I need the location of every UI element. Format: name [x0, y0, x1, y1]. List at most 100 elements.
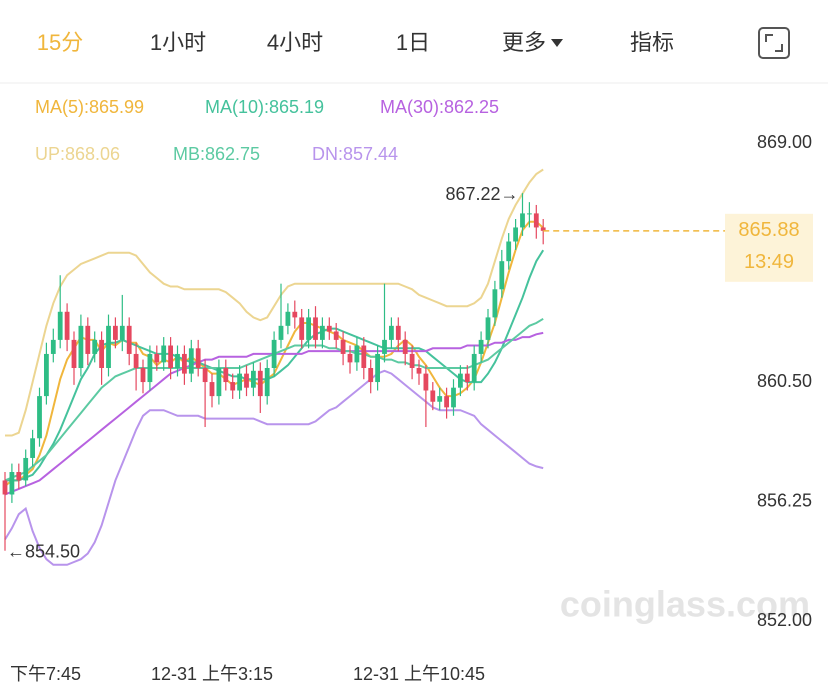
- candle-body: [320, 325, 325, 340]
- candle-body: [264, 368, 270, 397]
- candle-body: [437, 396, 443, 402]
- candle-body: [140, 368, 146, 383]
- candle-body: [492, 289, 498, 318]
- candle-body: [126, 325, 132, 354]
- candle-body: [44, 353, 49, 397]
- candle-body: [78, 325, 84, 368]
- candle-body: [216, 368, 222, 397]
- candle-body: [37, 396, 42, 439]
- dropdown-arrow: [551, 39, 563, 47]
- candle-body: [499, 261, 505, 290]
- candle-body: [520, 213, 525, 228]
- candle-body: [23, 457, 29, 481]
- candle-body: [92, 339, 98, 354]
- candle-body: [313, 317, 318, 340]
- fullscreen-icon[interactable]: [758, 27, 790, 59]
- candle-body: [464, 373, 470, 383]
- candle-body: [257, 370, 263, 397]
- candle-body: [347, 353, 353, 363]
- icon-arrows: [765, 34, 783, 52]
- candle-body: [168, 345, 173, 368]
- x-tick-label: 12-31 上午3:15: [151, 664, 273, 684]
- tab[interactable]: 1日: [396, 30, 430, 55]
- candle-body: [119, 325, 125, 340]
- candle-body: [251, 370, 256, 388]
- y-tick-label: 860.50: [757, 371, 812, 391]
- candle-body: [540, 227, 546, 231]
- candle-body: [50, 339, 56, 354]
- min-annotation: ←854.50: [7, 541, 80, 561]
- max-annotation: 867.22→: [445, 184, 518, 204]
- candle-body: [513, 227, 518, 242]
- tab[interactable]: 15分: [37, 30, 83, 55]
- candle-body: [389, 325, 394, 340]
- candle-body: [106, 325, 111, 368]
- candle-body: [195, 348, 201, 368]
- legend-entry: DN:857.44: [312, 144, 398, 164]
- price-tag: [725, 213, 813, 282]
- last-price-label: 865.88: [738, 219, 799, 241]
- candle-body: [71, 339, 77, 368]
- candle-body: [278, 325, 284, 340]
- candle-body: [209, 382, 215, 397]
- candle-body: [182, 353, 187, 374]
- candle-body: [416, 368, 422, 374]
- candle-body: [340, 339, 346, 354]
- tab[interactable]: 指标: [630, 30, 674, 55]
- candle-body: [271, 339, 277, 368]
- candle-body: [299, 317, 305, 340]
- candle-body: [361, 345, 367, 368]
- candle-body: [113, 325, 118, 340]
- x-tick-label: 12-31 上午10:45: [353, 664, 485, 684]
- candle-body: [533, 213, 539, 228]
- y-tick-label: 852.00: [757, 610, 812, 630]
- candle-body: [202, 368, 208, 383]
- y-tick-label: 869.00: [757, 132, 812, 152]
- candle-body: [368, 368, 374, 383]
- candle-body: [161, 345, 167, 363]
- candle-body: [133, 353, 139, 368]
- tab[interactable]: 4小时: [267, 30, 323, 55]
- candle-body: [188, 348, 194, 374]
- candle-body: [395, 325, 401, 340]
- candle-body: [16, 472, 22, 481]
- tab-bar: 15分 1小时 4小时 1日 更多 指标: [37, 30, 674, 55]
- candle-body: [244, 373, 249, 388]
- x-tick-label: 下午7:45: [10, 664, 81, 684]
- candle-body: [444, 396, 449, 408]
- candle-body: [354, 345, 360, 363]
- candle-body: [30, 438, 35, 458]
- candle-body: [375, 353, 380, 383]
- tab[interactable]: 1小时: [150, 30, 206, 55]
- candle-body: [402, 339, 408, 354]
- watermark: coinglass.com: [560, 584, 810, 625]
- candle-body: [285, 311, 291, 326]
- candle-body: [64, 311, 70, 340]
- candle-body: [292, 311, 298, 318]
- y-tick-label: 856.25: [757, 490, 812, 510]
- candle-body: [382, 339, 387, 354]
- candle-body: [409, 353, 415, 368]
- legend-entry: MA(5):865.99: [35, 97, 144, 117]
- candle-body: [423, 373, 429, 391]
- candle-body: [306, 317, 311, 340]
- legend-entry: MA(30):862.25: [380, 97, 499, 117]
- candle-body: [237, 373, 242, 391]
- candle-body: [478, 339, 484, 354]
- candle-body: [175, 353, 180, 368]
- candle-body: [458, 373, 463, 388]
- candle-body: [2, 480, 8, 495]
- candle-body: [9, 472, 15, 495]
- icon-frame: [758, 27, 790, 59]
- candle-body: [326, 325, 332, 332]
- candle-body: [154, 353, 160, 363]
- candle-body: [230, 382, 236, 391]
- legend-entry: MA(10):865.19: [205, 97, 324, 117]
- candle-body: [506, 241, 512, 262]
- candle-body: [471, 353, 477, 383]
- tab[interactable]: 更多: [502, 30, 546, 55]
- candle-body: [430, 390, 436, 402]
- candle-body: [85, 325, 91, 354]
